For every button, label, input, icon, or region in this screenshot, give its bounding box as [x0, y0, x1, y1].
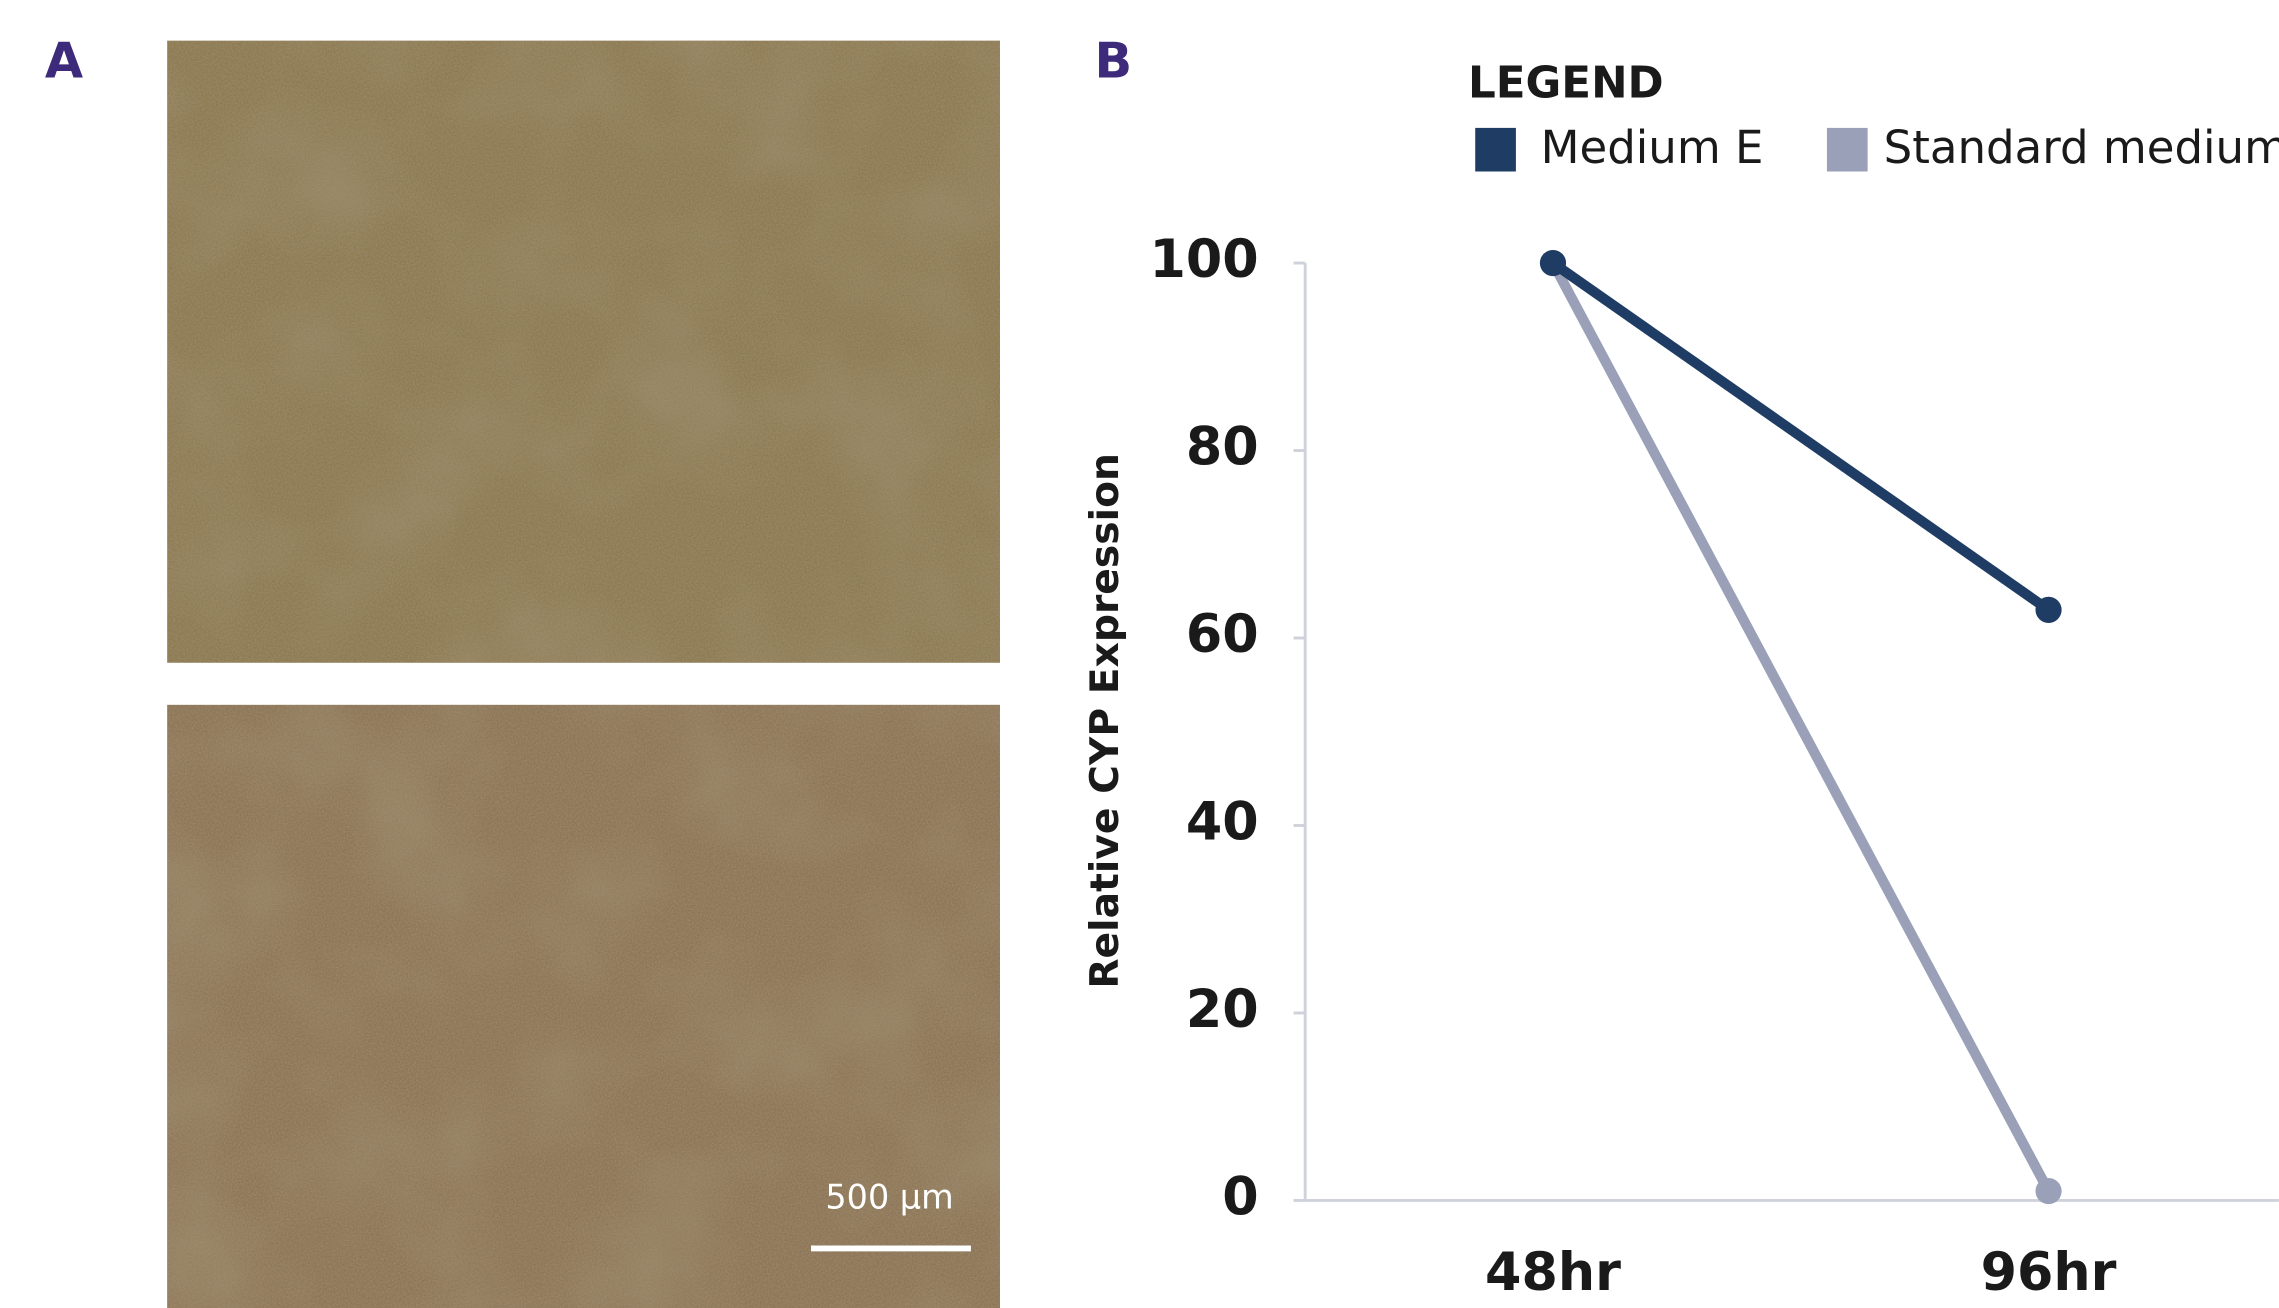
scale-bar-label: 500 µm [825, 1178, 953, 1217]
data-point [1540, 250, 1566, 276]
y-tick-label: 60 [1186, 604, 1259, 665]
data-point [2035, 1178, 2061, 1204]
y-tick-label: 0 [1222, 1166, 1258, 1227]
legend-title: LEGEND [1468, 59, 1664, 109]
series-line [1553, 263, 2049, 1191]
legend-swatch [1475, 128, 1516, 172]
y-tick-label: 40 [1186, 791, 1259, 852]
y-tick-label: 20 [1186, 979, 1259, 1040]
y-axis-label: Relative CYP Expression [1083, 453, 1128, 989]
micrograph-bottom [167, 705, 1000, 1308]
series-line [1553, 263, 2049, 610]
y-tick-label: 100 [1149, 229, 1258, 290]
legend-swatch [1827, 128, 1868, 172]
page: 500 µm A B LEGEND Relative CYP Expressio… [0, 0, 2279, 1308]
y-tick-label: 80 [1186, 417, 1259, 478]
panel-label: B [1095, 31, 1133, 89]
figure: 500 µm A B LEGEND Relative CYP Expressio… [0, 0, 2279, 1308]
x-tick-label: 96hr [1981, 1242, 2117, 1303]
legend-label: Medium E [1541, 121, 1764, 174]
data-point [2035, 597, 2061, 623]
panel-label: A [45, 31, 83, 89]
micrograph-top [167, 41, 1000, 663]
x-tick-label: 48hr [1485, 1242, 1621, 1303]
legend-label: Standard medium [1884, 121, 2279, 174]
